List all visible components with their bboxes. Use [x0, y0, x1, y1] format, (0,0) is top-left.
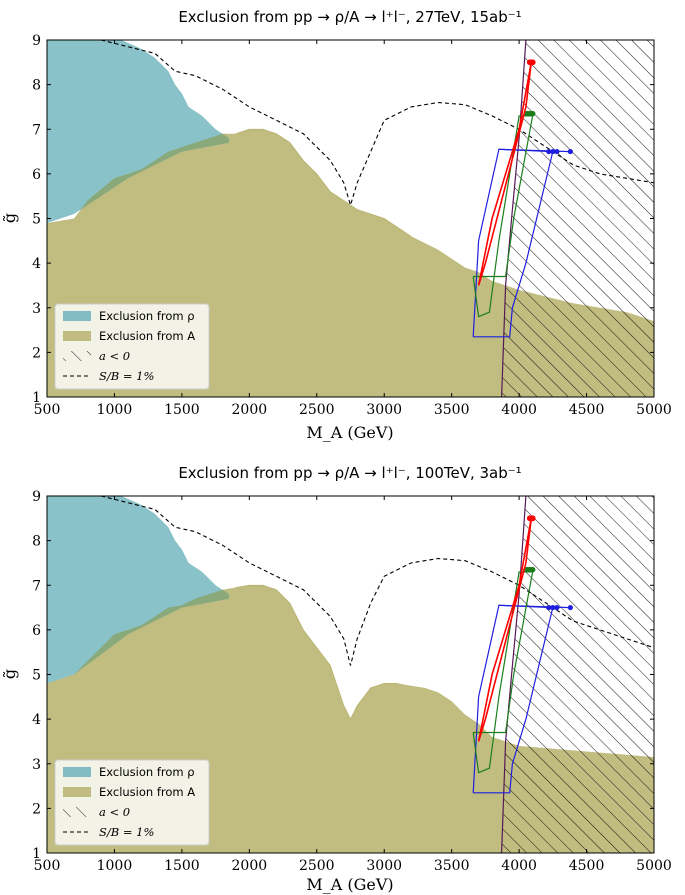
point-blue: [567, 604, 573, 611]
x-tick-label: 2500: [299, 858, 335, 874]
y-tick-label: 7: [32, 578, 41, 594]
y-tick-label: 9: [32, 33, 41, 49]
legend-rho-label: Exclusion from ρ: [99, 765, 195, 779]
x-tick-label: 3000: [366, 858, 402, 874]
point-blue: [554, 148, 560, 155]
a-negative-boundary: [501, 40, 527, 397]
y-tick-label: 6: [32, 623, 41, 639]
legend-rho-swatch: [63, 767, 91, 777]
curve-green: [472, 571, 534, 774]
y-tick-label: 4: [32, 256, 41, 272]
y-tick-label: 3: [32, 757, 41, 773]
point-red: [529, 59, 536, 66]
x-tick-label: 4500: [569, 858, 605, 874]
y-tick-label: 5: [32, 212, 41, 228]
curve-green: [472, 115, 534, 318]
point-red: [529, 515, 536, 522]
x-tick-label: 500: [34, 858, 61, 874]
legend-a-swatch: [63, 787, 91, 797]
region-a-negative: [501, 496, 654, 853]
curve-blue: [472, 604, 554, 794]
sb-line: [100, 40, 654, 208]
y-tick-label: 1: [32, 390, 41, 406]
y-axis-label: g̃: [0, 669, 19, 679]
y-tick-label: 6: [32, 167, 41, 183]
x-tick-label: 1500: [164, 858, 200, 874]
y-axis-label: g̃: [0, 213, 19, 223]
x-tick-label: 3500: [434, 402, 470, 418]
y-tick-label: 9: [32, 489, 41, 505]
point-blue: [567, 148, 573, 155]
a-negative-boundary: [501, 496, 527, 853]
chart-title: Exclusion from pp → ρ/A → l⁺l⁻, 100TeV, …: [178, 464, 521, 482]
x-tick-label: 4000: [501, 402, 537, 418]
panel-27tev: Exclusion from pp → ρ/A → l⁺l⁻, 27TeV, 1…: [0, 8, 672, 442]
y-tick-label: 8: [32, 534, 41, 550]
region-exclusion-rho: [47, 40, 230, 397]
legend-hatch-label: a < 0: [99, 805, 130, 819]
legend-box: [54, 759, 210, 846]
x-tick-label: 3500: [434, 858, 470, 874]
panel-100tev: Exclusion from pp → ρ/A → l⁺l⁻, 100TeV, …: [0, 464, 672, 894]
legend-sb-label: S/B = 1%: [99, 825, 154, 839]
chart-title: Exclusion from pp → ρ/A → l⁺l⁻, 27TeV, 1…: [178, 8, 521, 26]
y-tick-label: 5: [32, 668, 41, 684]
legend-rho-swatch: [63, 311, 91, 321]
curve-blue: [472, 148, 554, 338]
legend-hatch-label: a < 0: [99, 349, 130, 363]
legend: Exclusion from ρ Exclusion from A a < 0 S/B…: [54, 303, 210, 390]
legend-sb-label: S/B = 1%: [99, 369, 154, 383]
x-axis-label: M_A (GeV): [306, 423, 393, 442]
legend-a-swatch: [63, 331, 91, 341]
point-blue: [550, 604, 556, 611]
y-tick-label: 1: [32, 846, 41, 862]
point-blue: [546, 148, 552, 155]
legend-a-label: Exclusion from A: [99, 785, 195, 799]
a-edge: [235, 584, 398, 720]
region-exclusion-rho: [47, 496, 230, 853]
x-tick-label: 1000: [97, 858, 133, 874]
x-tick-label: 2000: [232, 858, 268, 874]
y-tick-label: 4: [32, 712, 41, 728]
legend-rho-label: Exclusion from ρ: [99, 309, 195, 323]
region-a-negative: [501, 40, 654, 397]
legend-hatch-swatch: [63, 351, 91, 361]
x-tick-label: 1500: [164, 402, 200, 418]
x-tick-label: 3000: [366, 402, 402, 418]
x-tick-label: 4000: [501, 858, 537, 874]
point-blue: [554, 604, 560, 611]
x-tick-label: 2500: [299, 402, 335, 418]
y-tick-label: 8: [32, 78, 41, 94]
point-green: [529, 110, 536, 117]
x-tick-label: 500: [34, 402, 61, 418]
y-tick-label: 7: [32, 122, 41, 138]
legend-hatch-swatch: [63, 807, 91, 817]
x-tick-label: 2000: [232, 402, 268, 418]
x-tick-label: 5000: [636, 858, 672, 874]
legend-a-label: Exclusion from A: [99, 329, 195, 343]
a-edge: [235, 128, 412, 237]
y-tick-label: 2: [32, 801, 41, 817]
point-blue: [550, 148, 556, 155]
y-tick-label: 2: [32, 345, 41, 361]
x-tick-label: 5000: [636, 402, 672, 418]
point-blue: [546, 604, 552, 611]
x-axis-label: M_A (GeV): [306, 875, 393, 894]
x-tick-label: 1000: [97, 402, 133, 418]
legend-box: [54, 303, 210, 390]
x-tick-label: 4500: [569, 402, 605, 418]
legend: Exclusion from ρ Exclusion from A a < 0 S/B…: [54, 759, 210, 846]
y-tick-label: 3: [32, 301, 41, 317]
point-green: [529, 566, 536, 573]
